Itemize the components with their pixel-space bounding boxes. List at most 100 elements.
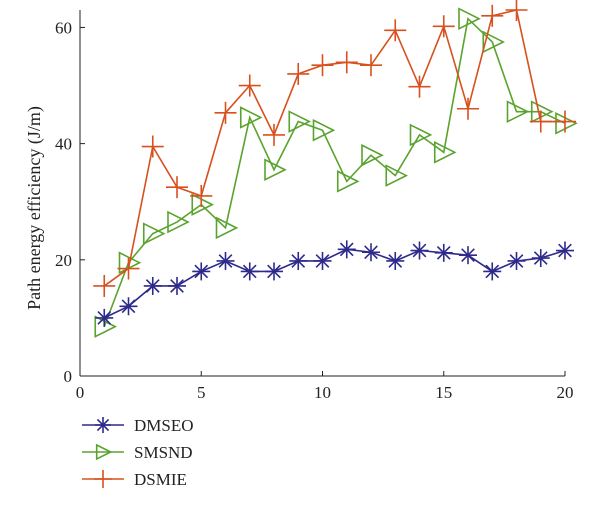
marker-stroke: [191, 193, 215, 216]
series-dmseo: [95, 240, 574, 327]
marker-stroke: [145, 279, 160, 293]
data-point: [238, 74, 261, 97]
data-point: [142, 222, 166, 245]
data-point: [459, 246, 477, 265]
data-point: [362, 243, 380, 262]
data-point: [434, 243, 453, 262]
marker-stroke: [288, 110, 312, 133]
data-point: [507, 251, 526, 270]
marker-stroke: [533, 251, 548, 265]
data-point: [433, 141, 457, 164]
data-point: [555, 111, 578, 135]
data-point: [265, 262, 283, 281]
legend-item-dsmie: DSMIE: [82, 470, 187, 489]
marker-stroke: [409, 123, 433, 147]
marker-stroke: [530, 100, 554, 123]
y-tick-label: 60: [55, 18, 72, 37]
data-point: [360, 54, 382, 77]
marker-stroke: [339, 242, 354, 257]
data-point: [288, 110, 312, 133]
data-point: [554, 110, 576, 133]
marker-stroke: [267, 264, 281, 279]
data-point: [410, 241, 429, 260]
marker-stroke: [97, 311, 112, 325]
series-smsnd: [94, 7, 578, 338]
data-point: [432, 15, 455, 38]
data-point: [168, 276, 186, 295]
marker-stroke: [118, 251, 142, 275]
marker-stroke: [385, 164, 409, 187]
marker-stroke: [142, 222, 166, 245]
marker-stroke: [361, 143, 384, 167]
legend-label: DSMIE: [134, 470, 187, 489]
data-point: [458, 7, 481, 31]
data-point: [264, 158, 287, 182]
marker-stroke: [94, 315, 118, 338]
marker-stroke: [96, 418, 110, 432]
data-point: [240, 262, 259, 281]
data-point: [118, 251, 142, 275]
marker-stroke: [242, 264, 257, 279]
data-point: [386, 251, 405, 270]
marker-stroke: [412, 243, 427, 258]
data-point: [531, 249, 550, 268]
data-point: [556, 241, 574, 260]
data-point: [215, 216, 239, 240]
data-point: [167, 210, 190, 234]
marker-stroke: [482, 30, 506, 54]
data-point: [216, 251, 235, 270]
data-point: [529, 110, 552, 133]
data-point: [93, 274, 116, 297]
data-point: [313, 251, 332, 270]
marker-stroke: [218, 254, 233, 268]
y-tick-label: 0: [64, 367, 73, 386]
data-point: [312, 118, 336, 142]
data-point: [192, 262, 211, 281]
marker-stroke: [121, 299, 136, 314]
data-point: [457, 97, 479, 120]
y-tick-label: 20: [55, 251, 72, 270]
data-point: [481, 4, 504, 27]
data-point: [506, 100, 530, 123]
marker-stroke: [312, 118, 336, 142]
marker-stroke: [95, 443, 113, 461]
data-point: [384, 19, 407, 42]
x-tick-label: 10: [314, 383, 331, 402]
y-tick-label: 40: [55, 135, 72, 154]
marker-stroke: [315, 254, 330, 268]
data-point: [483, 262, 502, 281]
data-point: [361, 143, 384, 167]
data-point: [166, 176, 188, 199]
series-line: [103, 17, 566, 327]
marker-stroke: [388, 254, 403, 268]
marker-stroke: [291, 254, 306, 268]
x-tick-label: 5: [197, 383, 206, 402]
data-point: [190, 184, 213, 207]
legend-item-dmseo: DMSEO: [82, 416, 194, 435]
data-point: [143, 276, 162, 295]
marker-stroke: [555, 111, 578, 135]
legend-label: SMSND: [134, 443, 193, 462]
data-point: [239, 106, 263, 129]
data-point: [214, 101, 237, 124]
data-point: [482, 30, 506, 54]
marker-stroke: [509, 254, 524, 268]
marker-stroke: [364, 245, 378, 260]
marker-stroke: [194, 264, 209, 279]
marker-stroke: [264, 158, 287, 182]
data-point: [119, 297, 138, 316]
legend-label: DMSEO: [134, 416, 194, 435]
marker-stroke: [485, 264, 500, 279]
data-point: [141, 135, 164, 158]
x-tick-label: 15: [435, 383, 452, 402]
x-tick-label: 0: [76, 383, 85, 402]
data-point: [336, 170, 360, 193]
data-point: [311, 54, 334, 77]
data-point: [191, 193, 215, 216]
marker-stroke: [215, 216, 239, 240]
series-line: [103, 248, 566, 319]
marker-stroke: [167, 210, 190, 234]
marker-stroke: [458, 7, 481, 31]
data-point: [95, 308, 114, 327]
